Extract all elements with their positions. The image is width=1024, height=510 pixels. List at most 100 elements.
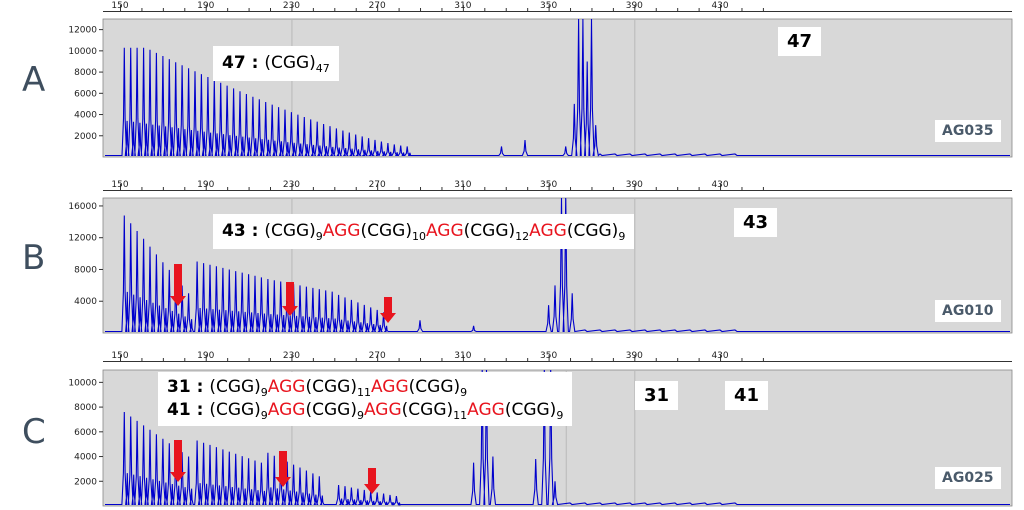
repeat-unit: (CGG) (264, 221, 316, 241)
x-tick-label: 310 (454, 180, 471, 190)
x-tick-label: 390 (626, 351, 643, 361)
red-arrow (282, 282, 298, 316)
separator: : (245, 53, 265, 73)
agg-interruption: AGG (370, 377, 409, 397)
panel-letter-b: B (22, 238, 46, 278)
x-tick-label: 150 (111, 180, 128, 190)
y-tick-label: 4000 (74, 111, 97, 121)
y-tick-label: 4000 (74, 297, 97, 307)
y-tick-label: 8000 (74, 68, 97, 78)
x-tick-label: 150 (111, 351, 128, 361)
peak-label-43: 43 (734, 208, 778, 237)
repeat-count: 41 (167, 400, 191, 420)
y-tick-label: 16000 (68, 202, 97, 212)
x-tick-label: 230 (283, 351, 300, 361)
x-tick-label: 350 (540, 1, 557, 11)
repeat-unit: (CGG) (408, 377, 461, 397)
repeat-subscript: 9 (460, 386, 468, 399)
x-tick-label: 190 (197, 180, 214, 190)
repeat-unit: (CGG) (209, 377, 261, 397)
repeat-subscript: 9 (356, 409, 364, 422)
sample-id-c: AG025 (935, 467, 1001, 489)
x-tick-label: 350 (540, 180, 557, 190)
red-arrow (364, 468, 380, 494)
annotation-c-line-1: 31 : (CGG)9AGG(CGG)11AGG(CGG)9 (167, 376, 563, 399)
panel-letter-a: A (22, 60, 46, 100)
agg-interruption: AGG (267, 377, 306, 397)
trace-c (105, 369, 1010, 506)
red-arrow (380, 297, 396, 323)
repeat-subscript: 9 (315, 230, 323, 243)
x-tick-label: 430 (711, 1, 728, 11)
peak-label-41: 41 (725, 381, 769, 410)
x-tick-label: 270 (369, 180, 386, 190)
repeat-unit: (CGG) (504, 400, 557, 420)
x-tick-label: 190 (197, 351, 214, 361)
x-tick-label: 390 (626, 1, 643, 11)
repeat-unit: (CGG) (401, 400, 454, 420)
agg-interruption: AGG (267, 400, 306, 420)
repeat-unit: (CGG) (566, 221, 619, 241)
x-tick-label: 230 (283, 1, 300, 11)
red-arrow (275, 451, 291, 487)
y-tick-label: 10000 (68, 378, 97, 388)
y-tick-label: 6000 (74, 428, 97, 438)
repeat-subscript: 10 (411, 230, 426, 243)
repeat-subscript: 9 (556, 409, 564, 422)
x-tick-label: 150 (111, 1, 128, 11)
repeat-subscript: 9 (618, 230, 626, 243)
annotation-b: 43 : (CGG)9AGG(CGG)10AGG(CGG)12AGG(CGG)9 (213, 214, 635, 249)
separator: : (245, 221, 265, 241)
x-tick-label: 310 (454, 351, 471, 361)
y-tick-label: 2000 (74, 477, 97, 487)
agg-interruption: AGG (425, 221, 464, 241)
y-tick-label: 10000 (68, 47, 97, 57)
y-tick-label: 2000 (74, 132, 97, 142)
agg-interruption: AGG (467, 400, 505, 420)
y-tick-label: 6000 (74, 89, 97, 99)
x-tick-label: 270 (369, 351, 386, 361)
agg-interruption: AGG (322, 221, 361, 241)
y-tick-label: 8000 (74, 403, 97, 413)
repeat-unit: (CGG) (305, 400, 357, 420)
x-tick-label: 390 (626, 180, 643, 190)
red-arrow (170, 264, 186, 306)
repeat-count: 47 (222, 53, 246, 73)
repeat-subscript: 11 (356, 386, 371, 399)
repeat-subscript: 9 (260, 409, 268, 422)
repeat-count: 31 (167, 377, 191, 397)
repeat-unit: (CGG) (264, 53, 316, 73)
y-tick-label: 4000 (74, 453, 97, 463)
x-tick-label: 230 (283, 180, 300, 190)
y-tick-label: 8000 (74, 265, 97, 275)
plot-area (102, 18, 1013, 158)
repeat-count: 43 (222, 221, 246, 241)
sample-id-a: AG035 (935, 120, 1001, 142)
repeat-unit: (CGG) (305, 377, 357, 397)
repeat-subscript: 9 (260, 386, 268, 399)
panel-letter-c: C (22, 412, 46, 452)
separator: : (190, 377, 210, 397)
x-tick-label: 270 (369, 1, 386, 11)
peak-label-47: 47 (778, 27, 822, 56)
annotation-a: 47 : (CGG)47 (213, 46, 339, 81)
annotation-c-line-2: 41 : (CGG)9AGG(CGG)9AGG(CGG)11AGG(CGG)9 (167, 399, 563, 422)
y-tick-label: 12000 (68, 26, 97, 36)
trace-a (105, 18, 1010, 157)
sample-id-b: AG010 (935, 300, 1001, 322)
x-tick-label: 310 (454, 1, 471, 11)
separator: : (190, 400, 210, 420)
x-tick-label: 190 (197, 1, 214, 11)
repeat-subscript: 11 (453, 409, 468, 422)
repeat-unit: (CGG) (463, 221, 516, 241)
x-tick-label: 430 (711, 351, 728, 361)
repeat-unit: (CGG) (360, 221, 412, 241)
repeat-subscript: 47 (315, 62, 330, 75)
trace-b (105, 197, 1010, 333)
x-tick-label: 430 (711, 180, 728, 190)
agg-interruption: AGG (363, 400, 402, 420)
y-tick-label: 12000 (68, 234, 97, 244)
red-arrow (170, 440, 186, 482)
annotation-c: 31 : (CGG)9AGG(CGG)11AGG(CGG)9 41 : (CGG… (158, 372, 573, 426)
x-tick-label: 350 (540, 351, 557, 361)
